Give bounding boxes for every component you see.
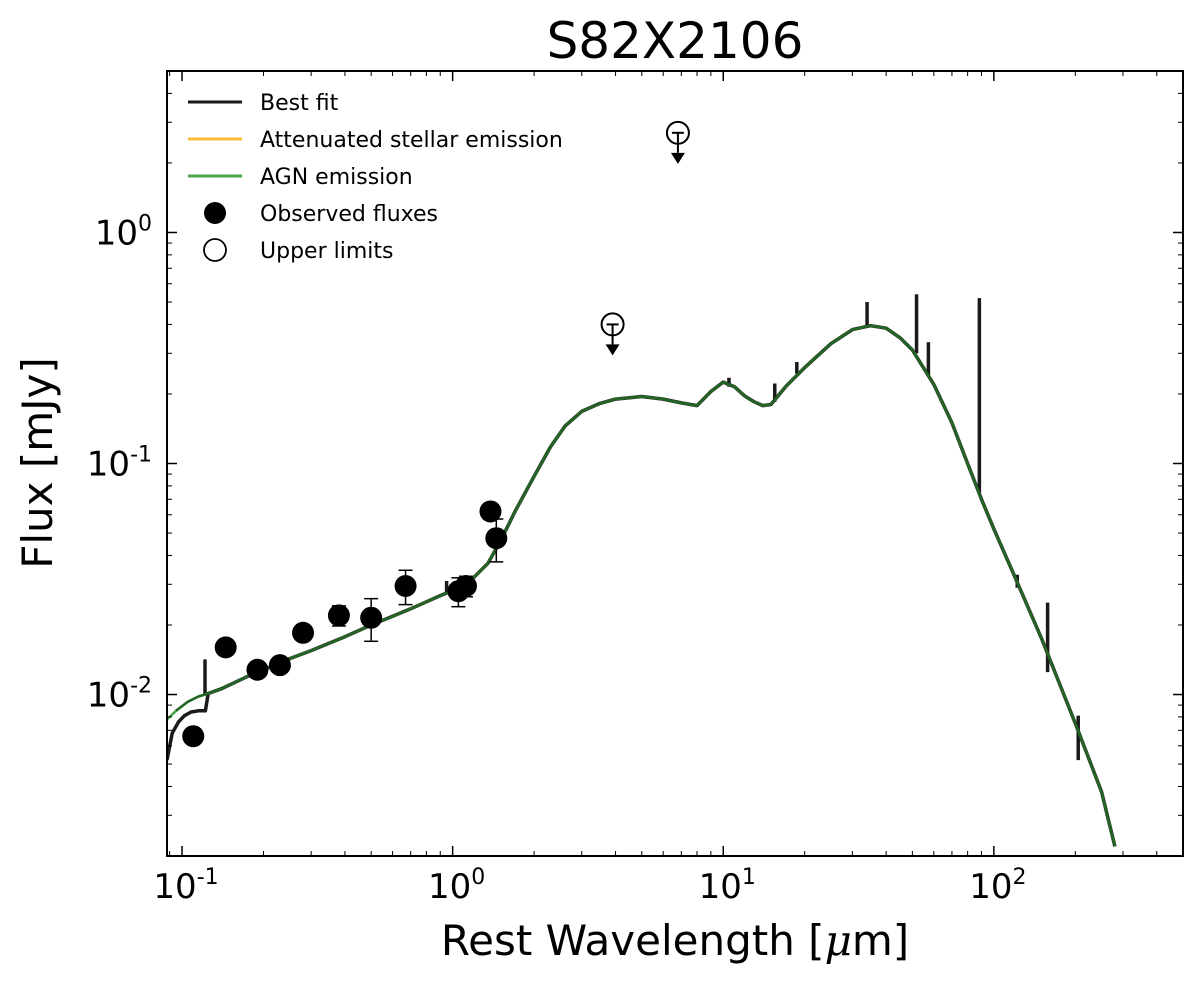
y-tick-label-1: 10-1 (87, 443, 152, 485)
x-tick-base-0: 10 (153, 867, 196, 907)
observed-flux-point-11 (485, 527, 508, 550)
legend-label-0: Best fit (260, 91, 339, 116)
observed-flux-point-0 (182, 725, 205, 748)
x-axis-label-symbol: μ (825, 916, 852, 965)
x-axis-label-unit: m] (852, 916, 909, 965)
series-line-best-fit (167, 323, 1117, 847)
observed-flux-point-3 (268, 654, 291, 677)
upper-limit-arrow-0 (605, 344, 620, 356)
y-tick-exp-2: 0 (138, 211, 152, 236)
observed-flux-point-2 (246, 658, 269, 681)
y-tick-base-2: 10 (95, 213, 138, 253)
x-tick-exp-0: -1 (197, 865, 219, 890)
legend-label-1: Attenuated stellar emission (260, 128, 563, 153)
x-tick-label-1: 100 (428, 865, 485, 907)
x-tick-base-2: 10 (699, 867, 742, 907)
y-tick-exp-1: -1 (130, 443, 152, 468)
legend-marker-4 (203, 238, 227, 262)
x-axis-label: Rest Wavelength [μm] (441, 916, 909, 965)
observed-flux-point-10 (479, 500, 502, 523)
x-tick-exp-1: 0 (471, 865, 485, 890)
chart-title: S82X2106 (547, 12, 804, 70)
y-tick-label-0: 10-2 (87, 674, 152, 716)
observed-flux-point-5 (327, 604, 350, 627)
x-tick-exp-3: 2 (1012, 865, 1026, 890)
observed-flux-point-4 (292, 621, 315, 644)
observed-flux-point-6 (360, 606, 383, 629)
series-line-overlay (175, 324, 1117, 847)
y-axis-label: Flux [mJy] (13, 357, 62, 569)
x-tick-base-1: 10 (428, 867, 471, 907)
legend-label-3: Observed fluxes (260, 202, 438, 227)
legend-marker-3 (204, 202, 226, 224)
legend: Best fit Attenuated stellar emission AGN e… (188, 91, 563, 264)
x-tick-exp-2: 1 (742, 865, 756, 890)
y-tick-exp-0: -2 (130, 674, 152, 699)
legend-label-4: Upper limits (260, 239, 393, 264)
series-line-agn-emission (167, 324, 1117, 847)
y-tick-base-1: 10 (87, 445, 130, 485)
upper-limit-arrow-1 (670, 152, 685, 164)
x-axis-label-text: Rest Wavelength [ (441, 916, 825, 965)
plot-area (167, 120, 1117, 847)
x-tick-label-2: 101 (699, 865, 756, 907)
x-tick-label-3: 102 (969, 865, 1026, 907)
x-tick-base-3: 10 (969, 867, 1012, 907)
y-tick-label-2: 100 (95, 211, 152, 253)
observed-flux-point-7 (394, 574, 417, 597)
y-tick-base-0: 10 (87, 676, 130, 716)
observed-flux-point-9 (454, 574, 477, 597)
legend-label-2: AGN emission (260, 165, 413, 190)
observed-flux-point-1 (214, 636, 237, 659)
x-tick-label-0: 10-1 (153, 865, 218, 907)
